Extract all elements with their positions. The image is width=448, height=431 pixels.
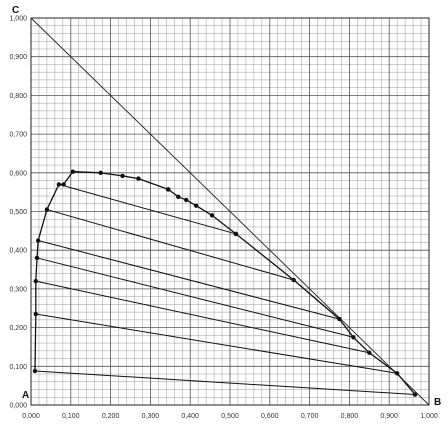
data-point (367, 350, 372, 355)
x-tick-label: 0,500 (221, 413, 239, 420)
data-point (44, 207, 50, 212)
y-tick-label: 0,000 (9, 403, 27, 410)
data-point (56, 182, 62, 187)
tie-line (35, 313, 398, 374)
y-tick-label: 0,800 (9, 93, 27, 100)
data-points (32, 169, 418, 397)
data-point (61, 182, 66, 187)
data-point (337, 316, 342, 322)
x-tick-label: 0,400 (181, 413, 199, 420)
tie-line (38, 240, 340, 320)
x-tick-label: 0,100 (62, 413, 80, 420)
y-tick-label: 0,600 (9, 170, 27, 177)
data-point (291, 277, 296, 283)
x-tick-label: 1,000 (420, 413, 438, 420)
y-tick-label: 1,000 (9, 16, 27, 23)
data-point (351, 335, 356, 340)
x-tick-label: 0,200 (102, 413, 120, 420)
x-tick-label: 0,800 (341, 413, 359, 420)
data-point (412, 392, 418, 397)
major-gridlines (31, 18, 429, 405)
y-tick-label: 0,700 (9, 132, 27, 139)
x-tick-label: 0,000 (22, 413, 40, 420)
y-tick-label: 0,200 (9, 325, 27, 332)
tie-line (36, 257, 354, 338)
data-point (166, 187, 171, 192)
data-point (35, 238, 41, 243)
x-tick-label: 0,300 (142, 413, 160, 420)
y-tick-label: 0,500 (9, 209, 27, 216)
tie-line (58, 183, 237, 235)
data-point (394, 371, 400, 376)
data-point (193, 203, 199, 208)
data-point (176, 194, 181, 199)
data-point (32, 368, 38, 374)
data-point (34, 255, 40, 261)
data-point (33, 311, 38, 317)
data-point (184, 197, 189, 203)
data-point (70, 169, 75, 174)
tie-line (46, 209, 294, 281)
y-tick-label: 0,400 (9, 248, 27, 255)
data-point (233, 231, 239, 237)
tie-line (35, 280, 370, 354)
data-point (33, 278, 38, 284)
y-tick-label: 0,300 (9, 286, 27, 293)
x-tick-label: 0,600 (261, 413, 279, 420)
data-point (98, 170, 103, 175)
y-tick-labels: 0,000 0,100 0,200 0,300 0,400 0,500 0,600 0,700… (9, 16, 27, 410)
binodal-curve (34, 170, 416, 396)
tie-lines (34, 183, 416, 396)
data-point (136, 176, 141, 181)
corner-label-c: C (12, 5, 19, 16)
y-tick-label: 0,100 (9, 364, 27, 371)
plot-frame (30, 17, 430, 406)
y-tick-label: 0,900 (9, 54, 27, 61)
x-tick-label: 0,900 (380, 413, 398, 420)
corner-label-a: A (22, 390, 29, 401)
hypotenuse-line (30, 17, 430, 406)
corner-label-b: B (434, 397, 441, 408)
tie-line (34, 370, 416, 396)
data-point (120, 173, 125, 179)
x-tick-labels: 0,000 0,100 0,200 0,300 0,400 0,500 0,600 0,700… (22, 413, 438, 420)
x-tick-label: 0,700 (301, 413, 319, 420)
data-point (209, 213, 215, 218)
